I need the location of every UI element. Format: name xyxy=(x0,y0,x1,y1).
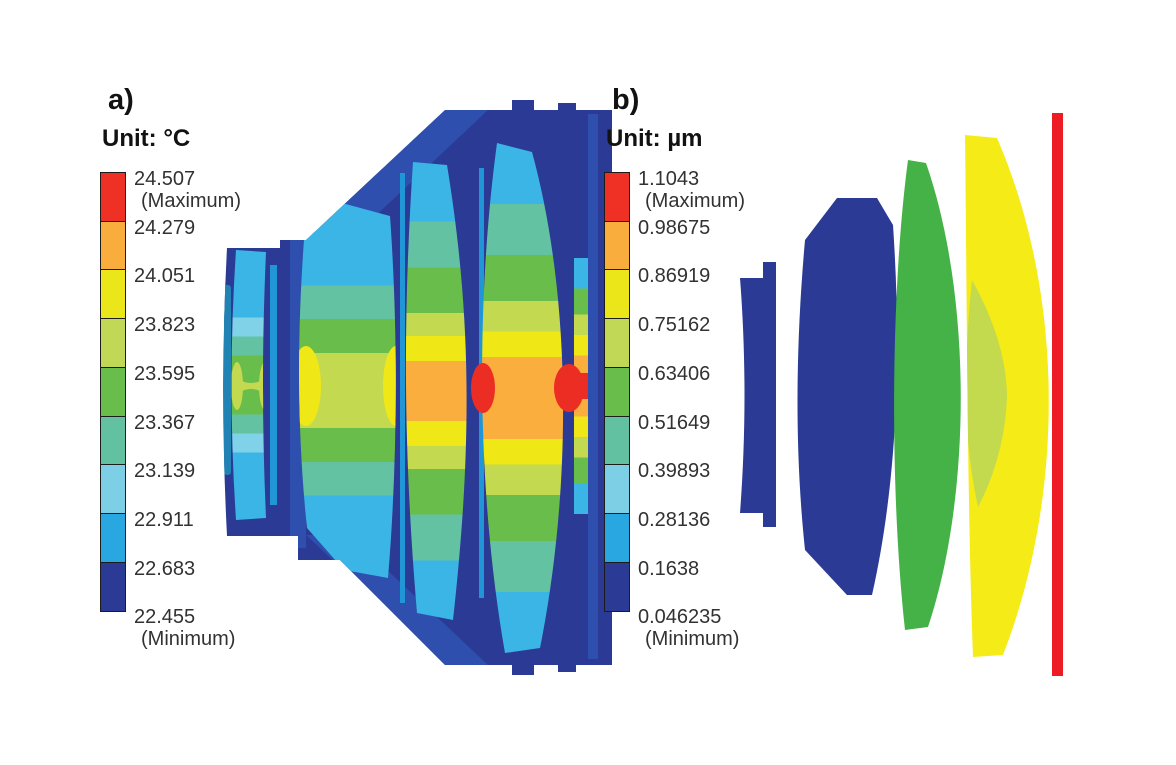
legend-qualifier-label: (Maximum) xyxy=(645,190,745,212)
legend-tick-label: 0.86919 xyxy=(638,265,711,288)
legend-tick-label: 0.98675 xyxy=(638,216,711,239)
legend-color-block xyxy=(604,512,630,564)
legend-tick-label: 0.75162 xyxy=(638,314,711,337)
legend-tick-label: 24.507 xyxy=(134,168,196,190)
housing-right-wall-highlight xyxy=(588,114,598,659)
panel-a-temperature-contour xyxy=(223,100,612,675)
legend-color-block xyxy=(100,318,126,369)
lens-2-hot-lobe-left xyxy=(299,346,321,426)
legend-color-block xyxy=(100,366,126,417)
deformation-image-plane-bar xyxy=(1052,113,1063,676)
legend-tick-label: 0.51649 xyxy=(638,411,711,434)
deformation-lens-2 xyxy=(797,198,898,595)
legend-tick-label: 0.39893 xyxy=(638,460,711,483)
panel-b-deformation-plot xyxy=(740,113,1063,676)
legend-color-block xyxy=(100,269,126,320)
legend-tick-label: 0.28136 xyxy=(638,508,711,531)
spacer-edge-sliver-1 xyxy=(270,265,277,505)
legend-tick-label: 24.051 xyxy=(134,265,196,288)
legend-tick-label: 0.63406 xyxy=(638,362,711,385)
legend-color-block xyxy=(100,220,126,271)
spacer-edge-sliver-2 xyxy=(400,173,405,603)
lens-2-temperature xyxy=(299,203,396,578)
panel-b-label: b) xyxy=(612,84,640,116)
legend-tick-label: 23.367 xyxy=(134,411,196,434)
deformation-lens-4-inner-contour xyxy=(966,280,1007,507)
legend-tick-label: 0.1638 xyxy=(638,557,700,580)
panel-b-color-legend: 1.1043 (Maximum) 0.98675 0.86919 0.75162 0.63… xyxy=(604,168,745,650)
legend-color-block xyxy=(604,464,630,515)
legend-color-block xyxy=(100,415,126,466)
front-retainer-edge xyxy=(224,285,231,475)
legend-tick-label: 23.823 xyxy=(134,314,196,337)
legend-color-block xyxy=(604,220,630,271)
legend-color-block xyxy=(604,366,630,417)
lens-1-isotherm-pinch-bottom xyxy=(235,389,266,413)
legend-tick-label: 1.1043 xyxy=(638,168,700,190)
lens-4-temperature xyxy=(482,143,564,653)
panel-a-color-legend: 24.507 (Maximum) 24.279 24.051 23.823 23.595 2… xyxy=(100,168,241,650)
legend-tick-label: 22.683 xyxy=(134,557,196,580)
legend-color-block xyxy=(100,561,126,612)
deformation-lens-3 xyxy=(894,160,961,630)
legend-tick-label: 23.139 xyxy=(134,460,196,483)
legend-qualifier-label: (Minimum) xyxy=(141,628,236,651)
legend-color-block xyxy=(100,512,126,564)
hotspot-lens3-lens4-gap xyxy=(471,363,495,413)
legend-color-block xyxy=(100,172,126,223)
panel-a-unit-label: Unit: °C xyxy=(102,125,191,152)
legend-tick-label: 0.046235 xyxy=(638,606,722,629)
lens-1-temperature xyxy=(231,250,266,520)
lens-2-hot-lobe-right xyxy=(383,346,396,426)
panel-a-label: a) xyxy=(108,84,134,116)
deformation-lens-1 xyxy=(740,262,776,527)
legend-color-block xyxy=(604,561,630,612)
legend-qualifier-label: (Minimum) xyxy=(645,628,740,651)
panel-b-unit-label: Unit: µm xyxy=(606,125,703,152)
legend-color-block xyxy=(604,415,630,466)
legend-color-block xyxy=(604,269,630,320)
legend-tick-label: 22.911 xyxy=(134,508,194,531)
hotspot-lens4-right-edge xyxy=(554,364,584,412)
lens-1-edge-lobe-left xyxy=(231,362,243,410)
lens-3-temperature xyxy=(405,162,467,620)
legend-tick-label: 24.279 xyxy=(134,216,196,239)
legend-color-block xyxy=(100,464,126,515)
lens-1-isotherm-pinch-top xyxy=(235,359,266,383)
legend-tick-label: 22.455 xyxy=(134,606,196,629)
legend-color-block xyxy=(604,318,630,369)
legend-qualifier-label: (Maximum) xyxy=(141,190,241,212)
legend-color-block xyxy=(604,172,630,223)
legend-tick-label: 23.595 xyxy=(134,362,196,385)
